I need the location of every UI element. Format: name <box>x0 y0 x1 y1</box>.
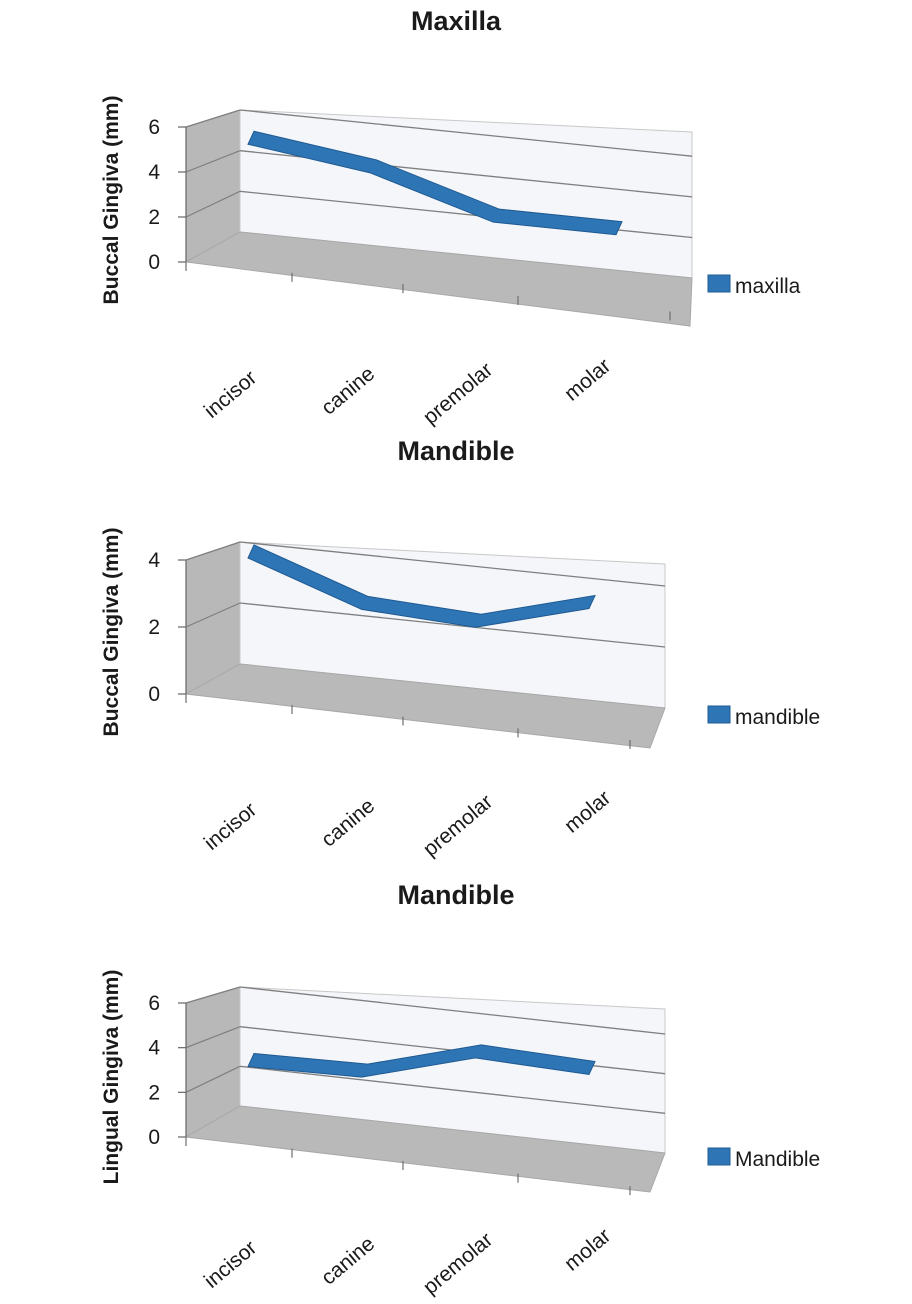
x-tick-label: molar <box>560 786 615 837</box>
y-axis-label: Buccal Gingiva (mm) <box>100 528 123 737</box>
gridline <box>239 986 666 1035</box>
series-ribbon <box>247 130 623 236</box>
y-tick-label: 0 <box>148 1126 160 1149</box>
chart-title: Maxilla <box>411 6 502 36</box>
chart-3: Mandible Lingual Gingiva (mm) 0 2 4 6 incisor c… <box>100 880 820 1299</box>
y-tick-label: 4 <box>148 1037 160 1060</box>
x-tick-label: molar <box>560 354 615 405</box>
y-tick-label: 0 <box>148 251 160 274</box>
y-axis-label: Buccal Gingiva (mm) <box>100 96 123 305</box>
legend-swatch <box>707 1147 731 1166</box>
x-tick-label: canine <box>317 794 379 851</box>
x-tick-label: premolar <box>419 358 497 429</box>
legend-label: maxilla <box>735 275 801 298</box>
series-ribbon <box>247 544 596 628</box>
y-tick-label: 2 <box>148 1081 160 1104</box>
gridline-side <box>185 986 241 1004</box>
gridline-side <box>185 1026 241 1049</box>
gridline <box>239 541 666 587</box>
x-tick-label: premolar <box>419 790 497 861</box>
y-tick-label: 6 <box>148 992 160 1015</box>
y-tick-label: 4 <box>148 549 160 572</box>
x-tick-label: incisor <box>200 1236 261 1293</box>
gridline <box>239 109 693 157</box>
x-tick-label: canine <box>317 362 379 419</box>
legend-swatch <box>707 705 731 724</box>
floor <box>184 663 666 749</box>
y-tick-label: 0 <box>148 683 160 706</box>
gridline-side <box>185 1065 241 1093</box>
legend-swatch <box>707 274 731 293</box>
chart-1: Maxilla Buccal Gingiva (mm) 0 2 4 6 incisor can… <box>100 6 801 429</box>
floor <box>184 231 693 327</box>
y-tick-label: 2 <box>148 206 160 229</box>
x-tick-label: premolar <box>419 1228 497 1299</box>
y-tick-label: 2 <box>148 616 160 639</box>
y-axis-label: Lingual Gingiva (mm) <box>100 970 123 1185</box>
gridline-side <box>185 109 241 128</box>
x-tick-label: incisor <box>200 798 261 855</box>
gridline-side <box>185 541 241 561</box>
y-tick-label: 4 <box>148 161 160 184</box>
gridline-side <box>185 602 241 628</box>
y-tick-label: 6 <box>148 116 160 139</box>
x-tick-label: canine <box>317 1232 379 1289</box>
gridline <box>239 1065 666 1114</box>
gridline-side <box>185 190 241 218</box>
chart-title: Mandible <box>397 436 514 466</box>
legend-label: Mandible <box>735 1148 820 1171</box>
chart-2: Mandible Buccal Gingiva (mm) 0 2 4 incisor can… <box>100 436 820 861</box>
floor <box>184 1105 666 1193</box>
gridline <box>239 602 666 648</box>
legend-label: mandible <box>735 706 820 729</box>
chart-title: Mandible <box>397 880 514 910</box>
gridline-side <box>185 150 241 173</box>
series-ribbon <box>247 1044 596 1078</box>
x-tick-label: incisor <box>200 366 261 423</box>
x-tick-label: molar <box>560 1224 615 1275</box>
